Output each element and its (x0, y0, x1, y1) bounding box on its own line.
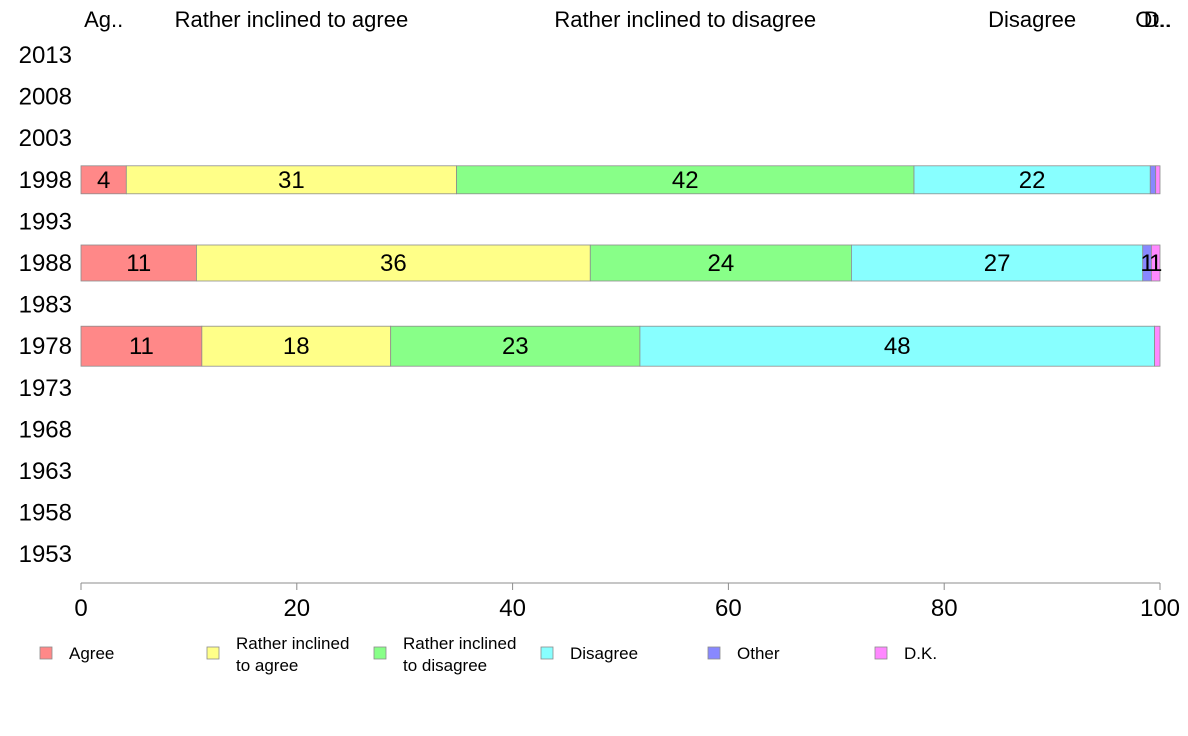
top-label-agree: Ag.. (84, 7, 123, 32)
legend-swatch-disagree (540, 646, 554, 660)
bar-1988-rather-inclined-to-agree (196, 244, 591, 282)
legend-swatch-rather-inclined-to-disagree (373, 646, 387, 660)
top-series-labels: Ag.. Rather inclined to agree Rather incli… (84, 7, 1172, 32)
bar-1998-rather-inclined-to-agree (125, 165, 457, 195)
y-tick-label-1953: 1953 (19, 541, 72, 568)
data-label-1998-disagree: 22 (1019, 167, 1046, 194)
bar-1978-d-k (1154, 325, 1161, 367)
top-label-d-k: D.. (1144, 7, 1172, 32)
data-label-1978-rather-inclined-to-agree: 18 (283, 333, 310, 360)
data-label-1988-rather-inclined-to-agree: 36 (380, 250, 407, 277)
legend-label-rather-inclined-to-agree: Rather inclined to agree (236, 634, 349, 675)
bar-1978-agree (80, 325, 203, 367)
top-label-rather-inclined-to-disagree: Rather inclined to disagree (554, 7, 816, 32)
legend-swatch-rather-inclined-to-agree (206, 646, 220, 660)
bar-1978-rather-inclined-to-disagree (390, 325, 641, 367)
bar-1978-disagree (639, 325, 1156, 367)
legend-label-other: Other (737, 644, 780, 663)
data-label-1988-disagree: 27 (984, 250, 1011, 277)
data-label-1998-rather-inclined-to-agree: 31 (278, 167, 305, 194)
x-tick-label-40: 40 (499, 595, 526, 622)
y-tick-label-1983: 1983 (19, 292, 72, 319)
legend-swatch-d-k (874, 646, 888, 660)
data-label-1988-other: 1 (1140, 250, 1153, 277)
y-tick-label-1963: 1963 (19, 458, 72, 485)
bar-1998-disagree (913, 165, 1151, 195)
y-tick-label-1993: 1993 (19, 208, 72, 235)
x-tick-label-60: 60 (715, 595, 742, 622)
x-tick-label-0: 0 (74, 595, 87, 622)
bar-1988-agree (80, 244, 197, 282)
data-label-1988-d-k: 1 (1149, 250, 1162, 277)
legend-label-rather-inclined-to-disagree: Rather inclined to disagree (403, 634, 516, 675)
y-tick-label-1978: 1978 (19, 333, 72, 360)
legend: Agree Rather inclined to agree Rather incli… (39, 634, 937, 675)
y-tick-label-2008: 2008 (19, 84, 72, 111)
y-axis-tick-labels: 2013 2008 2003 1998 1993 1988 1983 1978 1973 1968… (19, 42, 72, 568)
y-tick-label-1958: 1958 (19, 500, 72, 527)
legend-label-agree: Agree (69, 644, 114, 663)
data-label-1978-rather-inclined-to-disagree: 23 (502, 333, 529, 360)
bar-1998-rather-inclined-to-disagree (456, 165, 915, 195)
y-tick-label-1998: 1998 (19, 167, 72, 194)
bar-1998-d-k (1155, 165, 1161, 195)
legend-swatch-other (707, 646, 721, 660)
x-tick-label-100: 100 (1140, 595, 1180, 622)
bar-1998-agree (80, 165, 127, 195)
legend-swatch-agree (39, 646, 53, 660)
legend-label-d-k: D.K. (904, 644, 937, 663)
data-label-1988-agree: 11 (126, 250, 151, 277)
top-label-other: Ot.. (1135, 7, 1170, 32)
bar-1988-rather-inclined-to-disagree (589, 244, 852, 282)
bar-1998-other (1149, 165, 1157, 195)
legend-label-disagree: Disagree (570, 644, 638, 663)
y-tick-label-2013: 2013 (19, 42, 72, 69)
top-label-rather-inclined-to-agree: Rather inclined to agree (175, 7, 409, 32)
x-axis: 0 20 40 60 80 100 (74, 582, 1180, 622)
data-label-1978-agree: 11 (129, 333, 154, 360)
data-label-1988-rather-inclined-to-disagree: 24 (707, 250, 734, 277)
bar-1988-disagree (851, 244, 1144, 282)
bar-1988-d-k (1150, 244, 1161, 282)
x-tick-label-80: 80 (931, 595, 958, 622)
top-label-disagree: Disagree (988, 7, 1076, 32)
y-tick-label-1968: 1968 (19, 416, 72, 443)
y-tick-label-1988: 1988 (19, 250, 72, 277)
data-label-1978-disagree: 48 (884, 333, 911, 360)
data-label-1998-agree: 4 (97, 167, 110, 194)
y-tick-label-1973: 1973 (19, 375, 72, 402)
y-tick-label-2003: 2003 (19, 125, 72, 152)
data-label-1998-rather-inclined-to-disagree: 42 (672, 167, 699, 194)
x-tick-label-20: 20 (283, 595, 310, 622)
